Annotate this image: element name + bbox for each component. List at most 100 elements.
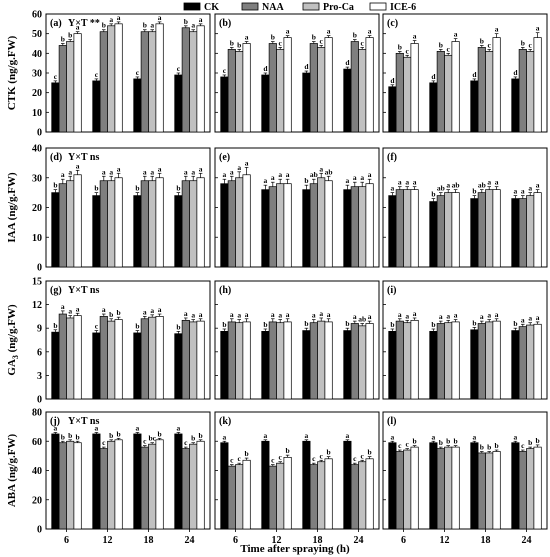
significance-letter: a [487,178,491,187]
bar-ck [174,74,183,133]
significance-letter: ab [310,170,318,179]
bar-ck [92,332,101,400]
significance-letter: a [286,27,290,36]
bar-ice6 [451,446,460,530]
significance-letter: c [177,64,181,73]
significance-letter: a [191,311,195,320]
bar-naa [268,321,277,400]
legend-item-naa: NAA [241,2,284,13]
significance-letter: a [536,24,540,33]
bar-ice6 [196,320,205,400]
significance-letter: d [263,64,268,73]
bar-ck [261,74,270,133]
significance-letter: a [158,305,162,314]
bar-naa [518,326,527,400]
bar-ck [302,189,311,268]
bar-proca [148,316,157,400]
legend-swatch [241,2,259,11]
significance-letter: b [431,320,435,329]
bar-ck [511,198,520,268]
significance-letter: c [320,36,324,45]
significance-letter: a [405,311,409,320]
significance-letter: a [368,312,372,321]
significance-letter: b [528,438,532,447]
bar-naa [518,49,527,133]
bar-proca [317,461,326,530]
significance-letter: a [184,309,188,318]
significance-letter: a [102,167,106,176]
significance-letter: c [271,456,275,465]
bar-ck [133,332,142,400]
bar-ck [51,433,60,530]
bar-ice6 [283,456,292,530]
significance-letter: a [177,423,181,432]
panel-label: (c) [387,18,398,29]
bar-ice6 [196,25,205,133]
significance-letter: b [345,319,349,328]
significance-letter: c [361,38,365,47]
bar-ck [220,442,229,530]
bar-naa [477,452,486,530]
bar-ice6 [324,37,333,133]
bar-naa [395,189,404,268]
significance-letter: a [521,187,525,196]
bar-proca [526,448,535,530]
significance-letter: b [398,42,402,51]
legend-item-ice6: ICE-6 [369,2,416,13]
x-tick-label: 6 [401,535,406,546]
bar-ice6 [365,183,374,268]
panel-frame [214,280,380,400]
bar-ice6 [242,43,251,133]
bar-naa [477,323,486,400]
bar-ice6 [73,33,82,133]
significance-letter: a [305,431,309,440]
significance-letter: a [199,15,203,24]
bar-naa [140,180,149,268]
significance-letter: a [495,178,499,187]
bar-ice6 [410,319,419,400]
bar-ice6 [533,323,542,400]
significance-letter: b [304,319,308,328]
bar-ck [388,330,397,400]
significance-letter: a [271,310,275,319]
y-tick-label: 20 [32,88,42,99]
bar-ice6 [196,440,205,530]
significance-letter: a [495,25,499,34]
bar-proca [276,322,285,400]
bar-proca [189,443,198,530]
significance-letter: d [431,72,436,81]
y-tick-label: 0 [37,525,42,536]
significance-letter: a [61,170,65,179]
bar-ck [343,68,352,133]
bar-naa [309,183,318,268]
bar-proca [526,195,535,268]
bar-ck [388,442,397,530]
bar-ck [174,433,183,530]
significance-letter: a [368,170,372,179]
bar-naa [436,51,445,133]
bar-naa [309,43,318,133]
significance-letter: c [136,68,140,77]
y-axis-title-iaa: IAA (ng/g.FW) [6,172,18,243]
significance-letter: b [521,38,525,47]
y-tick-label: 15 [32,277,42,288]
bar-ice6 [196,177,205,268]
y-tick-label: 6 [37,347,42,358]
bar-proca [358,49,367,133]
significance-letter: b [135,322,139,331]
bar-ck [429,442,438,530]
panel-label: (a) [50,18,62,29]
significance-letter: a [61,302,65,311]
bar-proca [358,325,367,400]
significance-letter: a [536,313,540,322]
significance-letter: a [353,312,357,321]
significance-letter: ab [478,181,486,190]
y-tick-label: 40 [32,49,42,60]
significance-letter: a [68,307,72,316]
significance-letter: c [361,451,365,460]
significance-letter: a [230,310,234,319]
